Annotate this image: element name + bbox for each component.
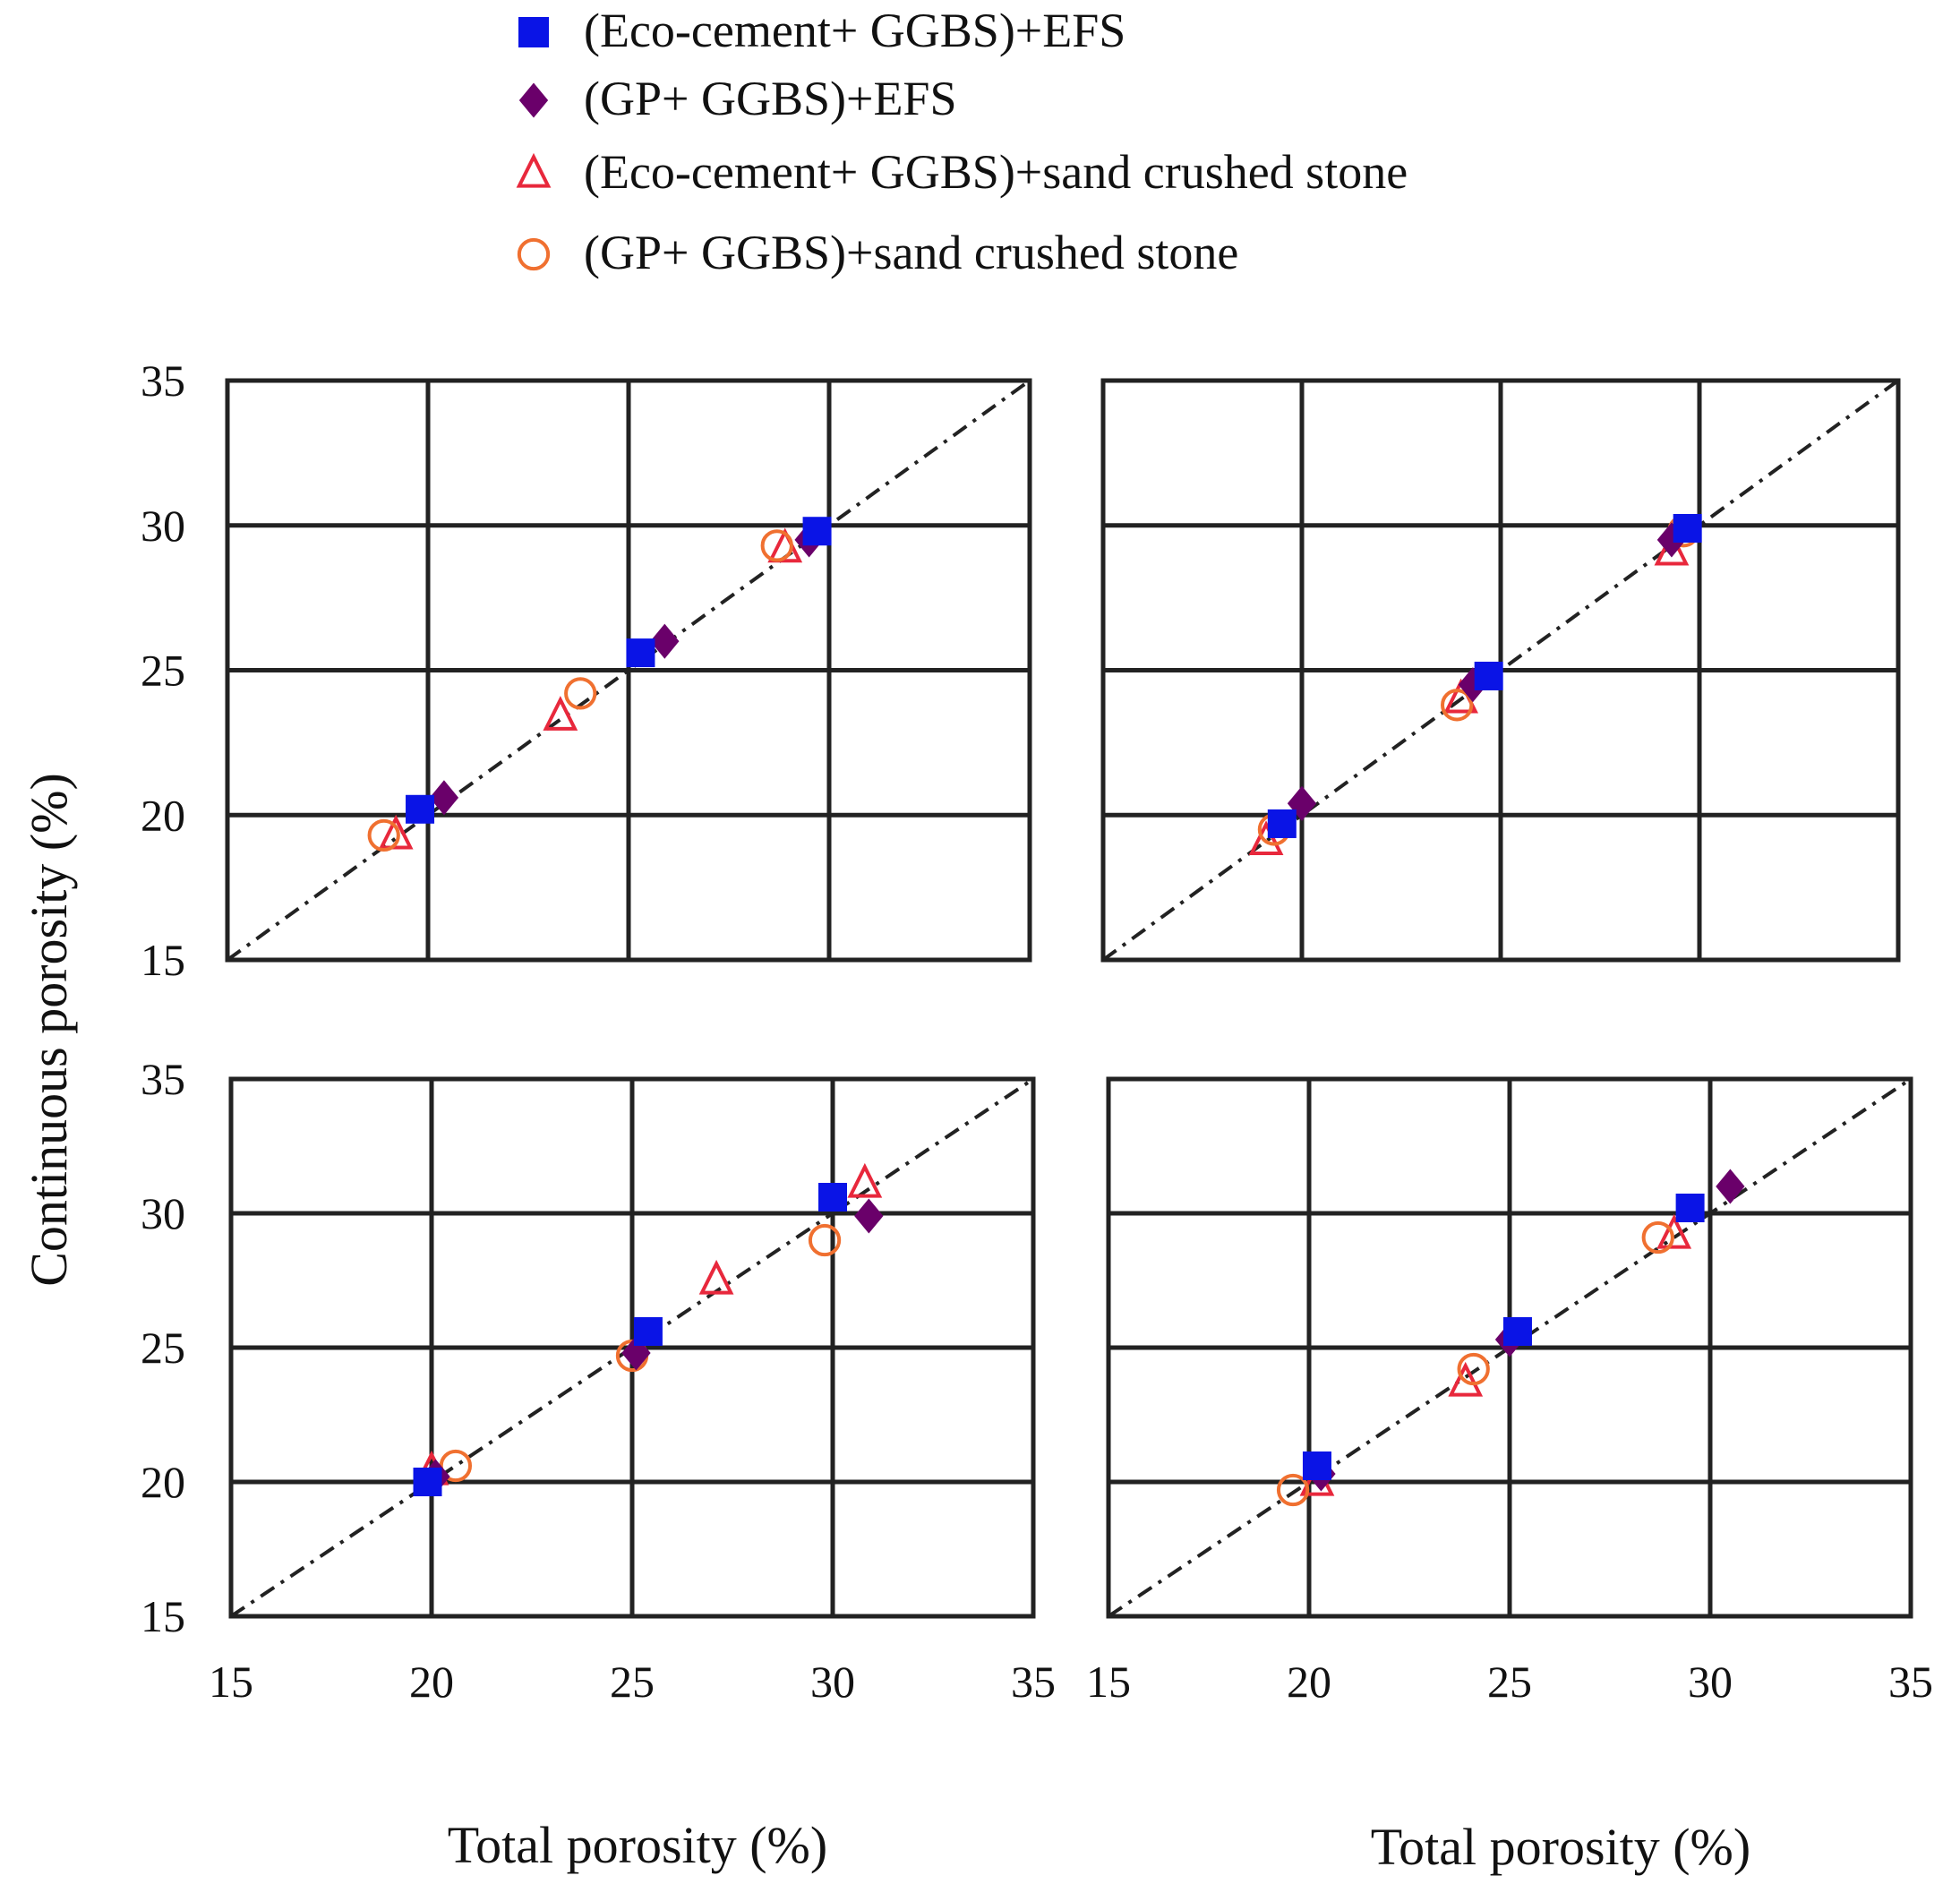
x-tick-label: 25 (1487, 1657, 1532, 1707)
y-axis-title: Continuous porosity (%) (20, 773, 78, 1287)
data-point-circle-open (1641, 1220, 1674, 1254)
data-point-circle-open (1276, 1473, 1310, 1507)
y-tick-label: 15 (141, 1591, 185, 1641)
x-tick-label: 30 (810, 1657, 855, 1707)
data-point-square (1673, 513, 1702, 543)
data-point-diamond (650, 623, 680, 659)
data-point-circle-open (1441, 689, 1474, 722)
legend-entry: (GP+ GGBS)+EFS (518, 72, 957, 125)
plot-frame (225, 378, 1032, 963)
legend: (Eco-cement+ GGBS)+EFS (GP+ GGBS)+EFS (Eco… (516, 4, 1408, 279)
y-tick-label: 30 (141, 1188, 185, 1238)
identity-line (226, 379, 1031, 962)
legend-entry: (Eco-cement+ GGBS)+EFS (518, 4, 1126, 57)
chart-panel-4: 15 20 25 30 35 (1086, 1076, 1933, 1707)
data-point-triangle-open (1248, 820, 1284, 855)
x-tick-label: 25 (610, 1657, 655, 1707)
x-tick-label: 35 (1888, 1657, 1933, 1707)
data-point-square (1474, 661, 1503, 690)
y-tick-label: 35 (141, 1054, 185, 1104)
plot-frame (228, 1076, 1036, 1619)
y-tick-label: 25 (141, 1323, 185, 1373)
legend-label: (GP+ GGBS)+EFS (584, 72, 957, 125)
data-point-square (1302, 1451, 1331, 1480)
legend-label: (GP+ GGBS)+sand crushed stone (584, 226, 1238, 279)
data-point-triangle-open (698, 1259, 734, 1295)
legend-entry: (Eco-cement+ GGBS)+sand crushed stone (516, 145, 1408, 199)
data-point-circle-open (367, 818, 400, 852)
legend-marker-square (518, 17, 549, 47)
data-point-diamond (429, 780, 459, 816)
legend-entry: (GP+ GGBS)+sand crushed stone (517, 226, 1238, 279)
plot-frame (1106, 1076, 1913, 1619)
data-point-triangle-open (1654, 530, 1690, 566)
chart-panel-3: 15 20 25 30 35 15 20 25 30 35 (141, 1054, 1056, 1707)
data-point-circle-open (760, 529, 793, 562)
y-tick-label: 30 (141, 501, 185, 551)
y-tick-label: 20 (141, 1457, 185, 1507)
data-point-circle-open (439, 1449, 473, 1483)
plot-frame (1100, 378, 1901, 963)
chart-panel-1: 15 20 25 30 35 (141, 355, 1032, 985)
data-point-circle-open (564, 677, 597, 710)
y-tick-label: 35 (141, 355, 185, 406)
data-point-triangle-open (543, 696, 578, 731)
x-axis-title-right: Total porosity (%) (1371, 1818, 1750, 1876)
chart-panel-2 (1100, 378, 1901, 963)
x-tick-label: 35 (1011, 1657, 1056, 1707)
data-point-square (1675, 1194, 1705, 1222)
data-point-circle-open (808, 1223, 842, 1257)
legend-label: (Eco-cement+ GGBS)+EFS (584, 4, 1126, 57)
data-point-triangle-open (1656, 1213, 1692, 1249)
legend-label: (Eco-cement+ GGBS)+sand crushed stone (584, 145, 1408, 199)
legend-marker-triangle-open (516, 152, 552, 188)
data-point-circle-open (1457, 1352, 1490, 1386)
data-point-square (406, 794, 435, 824)
data-point-triangle-open (847, 1162, 883, 1198)
data-point-square (1267, 809, 1297, 838)
y-tick-label: 20 (141, 790, 185, 840)
legend-marker-diamond (518, 82, 549, 118)
data-point-square (818, 1183, 847, 1212)
x-tick-label: 20 (409, 1657, 454, 1707)
x-tick-label: 20 (1287, 1657, 1331, 1707)
x-tick-label: 15 (209, 1657, 253, 1707)
y-tick-label: 15 (141, 935, 185, 985)
data-point-diamond (854, 1198, 884, 1234)
data-point-triangle-open (1448, 1361, 1484, 1397)
data-point-triangle-open (378, 814, 414, 850)
x-axis-title-left: Total porosity (%) (448, 1816, 827, 1874)
x-tick-label: 30 (1688, 1657, 1733, 1707)
data-point-square (802, 517, 832, 546)
data-point-square (633, 1317, 663, 1346)
x-tick-label: 15 (1086, 1657, 1131, 1707)
legend-marker-circle-open (517, 237, 551, 271)
data-point-square (1502, 1317, 1532, 1346)
data-point-diamond (1716, 1169, 1745, 1204)
data-point-square (413, 1468, 442, 1496)
chart-panels: 15 20 25 30 35 15 20 25 30 35 15 20 25 30 35 15 20 25 30 35 (141, 355, 1933, 1707)
data-point-square (626, 638, 655, 668)
y-tick-label: 25 (141, 646, 185, 696)
